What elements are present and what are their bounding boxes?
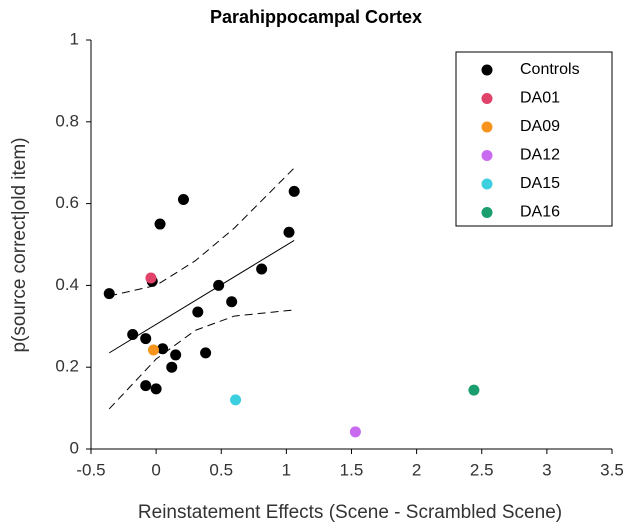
legend-label: DA12 (520, 147, 560, 164)
legend-marker (481, 150, 493, 161)
legend-marker (481, 121, 493, 133)
legend-marker (481, 178, 493, 190)
ci-upper (109, 167, 295, 297)
point (177, 194, 189, 206)
point (192, 306, 204, 318)
point (103, 288, 115, 300)
x-tick-label: 2.5 (470, 460, 494, 479)
y-axis-label: p(source correct|old item) (9, 137, 30, 352)
point (213, 279, 225, 291)
y-tick-label: 0.8 (55, 111, 79, 130)
point (468, 384, 480, 396)
x-tick-label: 3.5 (600, 460, 624, 479)
legend-label: DA01 (520, 90, 560, 107)
legend-marker (481, 207, 493, 218)
legend-label: Controls (520, 61, 580, 78)
point (145, 272, 157, 284)
point (256, 263, 268, 275)
point (200, 347, 212, 359)
point (349, 426, 361, 438)
point (150, 383, 162, 395)
x-tick-label: 2 (412, 460, 421, 479)
point (127, 328, 139, 340)
point (170, 349, 182, 361)
point (230, 394, 242, 406)
point (140, 380, 152, 392)
x-tick-label: 0.5 (209, 460, 233, 479)
y-tick-label: 0.2 (55, 357, 79, 376)
x-tick-label: 1 (282, 460, 291, 479)
point (226, 296, 238, 308)
legend-marker (481, 64, 493, 76)
ci-lower (108, 309, 295, 410)
point (157, 343, 169, 355)
y-tick-label: 0 (70, 438, 79, 457)
y-tick-label: 0.4 (55, 275, 79, 294)
legend-label: DA09 (520, 118, 560, 135)
y-tick-label: 0.6 (55, 193, 79, 212)
legend-marker (481, 93, 493, 104)
x-tick-label: 0 (151, 460, 160, 479)
point (154, 218, 166, 230)
point (288, 185, 300, 197)
legend-box (455, 51, 613, 227)
y-tick-label: 1 (70, 29, 79, 48)
point (283, 226, 295, 238)
x-tick-label: -0.5 (76, 460, 105, 479)
fit-line (108, 239, 295, 354)
x-tick-label: 3 (542, 460, 551, 479)
x-axis-label: Reinstatement Effects (Scene - Scrambled… (138, 502, 562, 523)
point (140, 333, 152, 345)
x-tick-label: 1.5 (340, 460, 364, 479)
legend-label: DA16 (520, 204, 560, 221)
legend-label: DA15 (520, 175, 560, 192)
chart-title: Parahippocampal Cortex (210, 7, 422, 27)
point (148, 344, 160, 356)
point (166, 361, 178, 373)
